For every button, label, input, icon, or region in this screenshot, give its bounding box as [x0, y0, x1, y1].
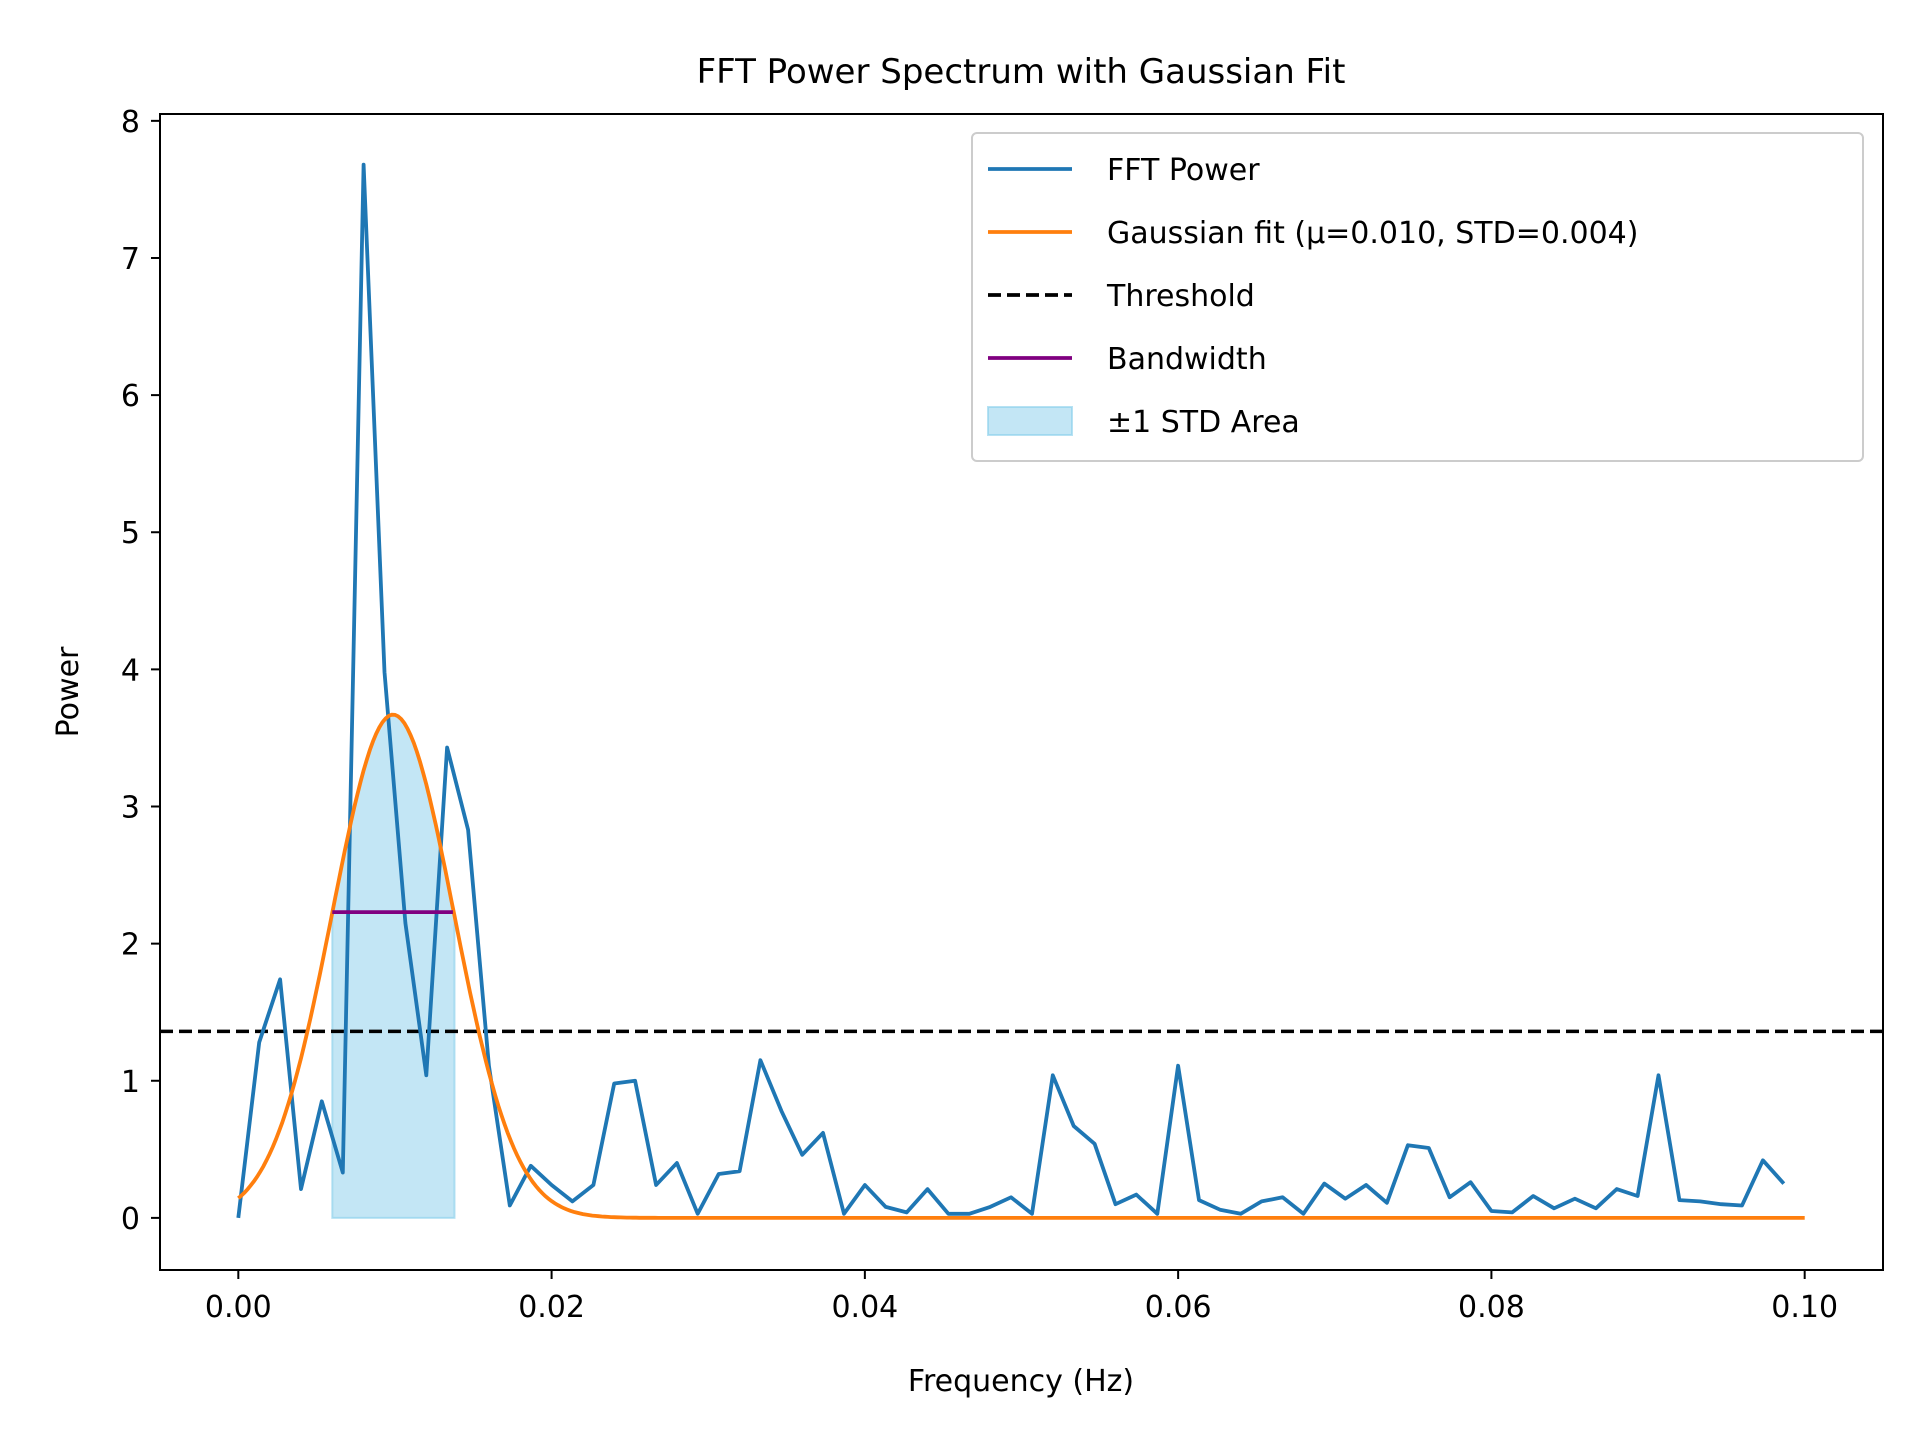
x-tick-label: 0.02 — [518, 1290, 585, 1325]
y-tick-label: 8 — [121, 105, 140, 140]
legend-box — [971, 132, 1864, 462]
legend-label: FFT Power — [1107, 153, 1260, 188]
legend-label: Threshold — [1106, 279, 1255, 314]
legend-label: Bandwidth — [1107, 342, 1267, 377]
x-tick-label: 0.08 — [1458, 1290, 1525, 1325]
y-tick-label: 1 — [121, 1065, 140, 1100]
gaussian-fit-line — [237, 712, 1805, 1220]
plot-frame — [159, 113, 1884, 1271]
chart-title: FFT Power Spectrum with Gaussian Fit — [697, 52, 1346, 92]
fft-power-line — [236, 162, 1786, 1219]
plot-area — [160, 162, 1883, 1220]
y-tick-label: 0 — [121, 1202, 140, 1237]
y-tick-label: 7 — [121, 242, 140, 277]
legend-swatch — [987, 406, 1073, 436]
legend-label: ±1 STD Area — [1107, 405, 1300, 440]
y-axis-label: Power — [51, 646, 86, 737]
legend-label: Gaussian fit (μ=0.010, STD=0.004) — [1107, 216, 1638, 251]
y-tick-label: 5 — [121, 516, 140, 551]
x-tick-label: 0.10 — [1771, 1290, 1838, 1325]
axes: 0.00 0.02 0.04 0.06 0.08 0.10 0 1 2 3 4 5 6 7 8 — [121, 105, 1838, 1325]
x-axis-label: Frequency (Hz) — [908, 1364, 1134, 1399]
y-tick-label: 3 — [121, 791, 140, 826]
x-tick-label: 0.00 — [205, 1290, 272, 1325]
legend: FFT Power Gaussian fit (μ=0.010, STD=0.00… — [971, 132, 1864, 462]
y-tick-label: 6 — [121, 379, 140, 414]
y-tick-label: 4 — [121, 653, 140, 688]
x-tick-label: 0.06 — [1145, 1290, 1212, 1325]
x-tick-label: 0.04 — [831, 1290, 898, 1325]
y-tick-label: 2 — [121, 928, 140, 963]
